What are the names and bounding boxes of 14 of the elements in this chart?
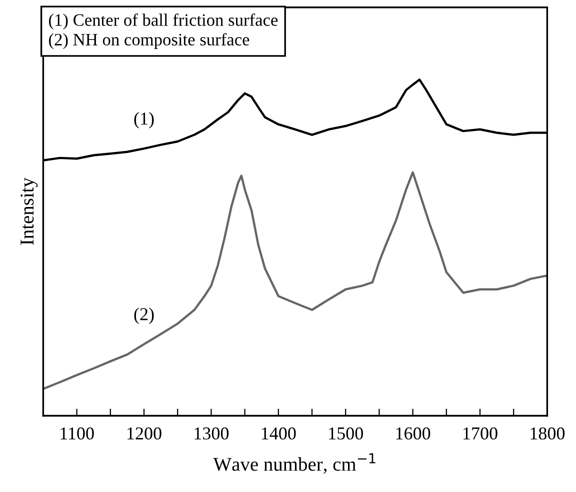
x-tick-label: 1400 [262, 427, 296, 440]
x-tick-label: 1600 [396, 427, 430, 440]
x-tick-label: 1200 [128, 427, 162, 440]
series-label: (1) [134, 112, 154, 128]
y-axis-title: Intensity [20, 178, 38, 245]
text: (1) Center of ball friction surface [49, 14, 278, 30]
x-axis-title: Wave number, cm$^{−1}$ [213, 453, 376, 474]
x-tick-label: 1700 [464, 427, 498, 440]
x-tick-label: 1300 [194, 427, 229, 440]
x-tick-label: 1500 [329, 427, 363, 440]
text: (2) NH on composite surface [49, 33, 250, 50]
x-tick-label: 1800 [530, 427, 565, 440]
x-tick-label: 1100 [60, 427, 94, 440]
series-label: (2) [134, 308, 154, 324]
